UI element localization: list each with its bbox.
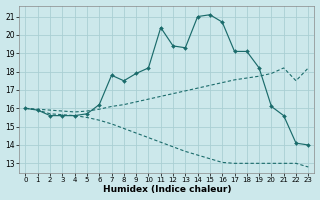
X-axis label: Humidex (Indice chaleur): Humidex (Indice chaleur) [103, 185, 231, 194]
